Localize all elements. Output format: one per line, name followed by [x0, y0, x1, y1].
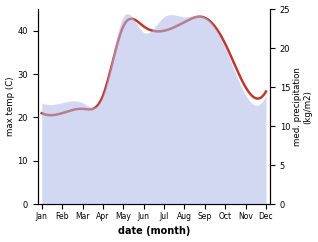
Y-axis label: med. precipitation
(kg/m2): med. precipitation (kg/m2)	[293, 67, 313, 146]
X-axis label: date (month): date (month)	[118, 227, 190, 236]
Y-axis label: max temp (C): max temp (C)	[5, 77, 15, 136]
